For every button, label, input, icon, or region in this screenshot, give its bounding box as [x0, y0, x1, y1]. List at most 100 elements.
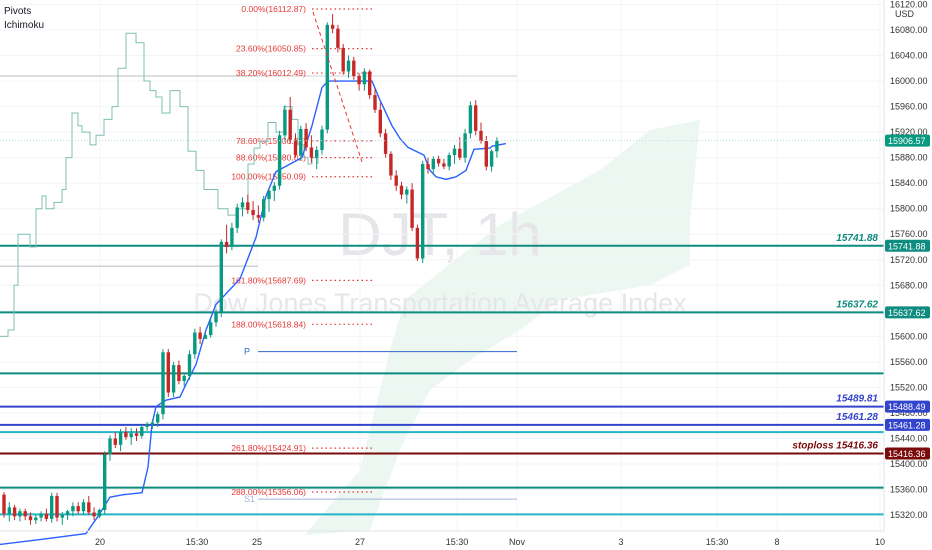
candle	[352, 56, 356, 80]
candle-body	[415, 227, 420, 259]
candle-body	[251, 209, 255, 216]
candle-body	[426, 164, 430, 170]
candle-body	[230, 227, 234, 247]
candle-body	[431, 158, 435, 170]
candles	[2, 14, 499, 525]
time-tick-label: 15:30	[706, 537, 729, 547]
candle	[410, 183, 414, 232]
candle-body	[224, 241, 229, 247]
candle-body	[108, 438, 112, 455]
candle-body	[468, 105, 473, 134]
price-tick-label: 15360.00	[890, 485, 928, 495]
candle-body	[171, 365, 176, 393]
candle-body	[399, 185, 404, 195]
candle-body	[92, 512, 96, 517]
candle	[235, 203, 239, 233]
level-badge-value: 15741.88	[888, 241, 926, 251]
price-tick-label: 16120.00	[890, 0, 928, 9]
price-tick-label: 16080.00	[890, 25, 928, 35]
candle	[283, 105, 287, 142]
candle	[315, 146, 319, 170]
candle-body	[346, 60, 351, 72]
candle	[150, 419, 155, 429]
fib-level-label: 38.20%(16012.49)	[236, 68, 306, 78]
level-label: 15637.62	[836, 299, 878, 310]
candle	[28, 512, 33, 525]
candle	[145, 421, 149, 431]
fib-level-label: 23.60%(16050.85)	[236, 44, 306, 54]
price-tick-label: 15520.00	[890, 382, 928, 392]
candle	[484, 135, 488, 171]
candle-body	[484, 141, 488, 167]
level-badge	[885, 447, 930, 460]
candle-body	[288, 109, 292, 140]
price-tick-label: 15880.00	[890, 153, 928, 163]
candle	[426, 157, 430, 174]
candle-body	[436, 158, 441, 164]
candle-body	[463, 133, 467, 158]
candle-body	[150, 422, 155, 425]
candle	[7, 502, 11, 522]
candle	[103, 451, 107, 514]
time-tick-label: 25	[252, 537, 262, 547]
price-badges: 15741.88 15637.62 15488.49 15461.28 15416.36…	[0, 134, 930, 460]
candle-body	[442, 163, 446, 167]
candle	[272, 181, 276, 202]
candle	[55, 492, 59, 522]
candle	[203, 332, 208, 339]
indicator-legend: Pivots Ichimoku	[4, 6, 44, 31]
candle	[288, 97, 292, 144]
time-tick-label: 27	[355, 537, 365, 547]
candle-body	[177, 365, 181, 382]
candle	[421, 160, 425, 263]
candle-body	[304, 128, 308, 148]
price-axis-ticks: 16120.00 16080.00 16040.00 16000.00 15960.00…	[890, 0, 928, 520]
candle	[447, 152, 451, 171]
candle	[60, 511, 64, 525]
candle	[495, 137, 499, 158]
price-tick-label: 15320.00	[890, 510, 928, 520]
candle	[23, 508, 27, 521]
level-badge	[885, 400, 930, 413]
candle	[357, 73, 361, 91]
time-axis-ticks[interactable]: 20 15:30 25 27 15:30 Nov 3 15:30 8 10	[95, 537, 885, 547]
candle-body	[272, 185, 276, 191]
candle	[65, 509, 70, 521]
candle	[134, 428, 139, 442]
candle	[341, 44, 345, 75]
candle	[12, 504, 17, 521]
candle-body	[44, 513, 49, 519]
level-label: stoploss 15416.36	[792, 441, 878, 452]
time-tick-label: Nov	[509, 537, 526, 547]
candle-body	[489, 151, 494, 167]
fib-level-label: 288.00%(15356.06)	[231, 487, 306, 497]
indicator-ichimoku[interactable]: Ichimoku	[4, 20, 44, 31]
time-tick-label: 10	[875, 537, 885, 547]
candle-body	[357, 75, 361, 85]
kijun-sen-line	[0, 80, 507, 546]
candle-body	[330, 24, 335, 29]
indicator-pivots[interactable]: Pivots	[4, 6, 31, 17]
candle-body	[28, 516, 33, 521]
candle-body	[187, 354, 192, 376]
candle-body	[262, 199, 266, 218]
candle-body	[34, 517, 38, 521]
candle-body	[474, 105, 478, 131]
candle	[39, 511, 43, 522]
candle	[256, 205, 261, 223]
candle-body	[495, 141, 499, 152]
candle	[346, 55, 351, 78]
candle-body	[71, 506, 75, 512]
candle-body	[320, 129, 324, 150]
pivot-s1-label: S1	[244, 494, 255, 504]
candle	[320, 125, 324, 155]
candle	[198, 326, 202, 345]
candle	[394, 170, 398, 191]
candle	[267, 188, 271, 212]
candle	[87, 495, 91, 516]
level-label: 15741.88	[836, 233, 878, 244]
candle-body	[156, 414, 160, 423]
candle-body	[405, 189, 409, 195]
level-badge	[885, 418, 930, 431]
